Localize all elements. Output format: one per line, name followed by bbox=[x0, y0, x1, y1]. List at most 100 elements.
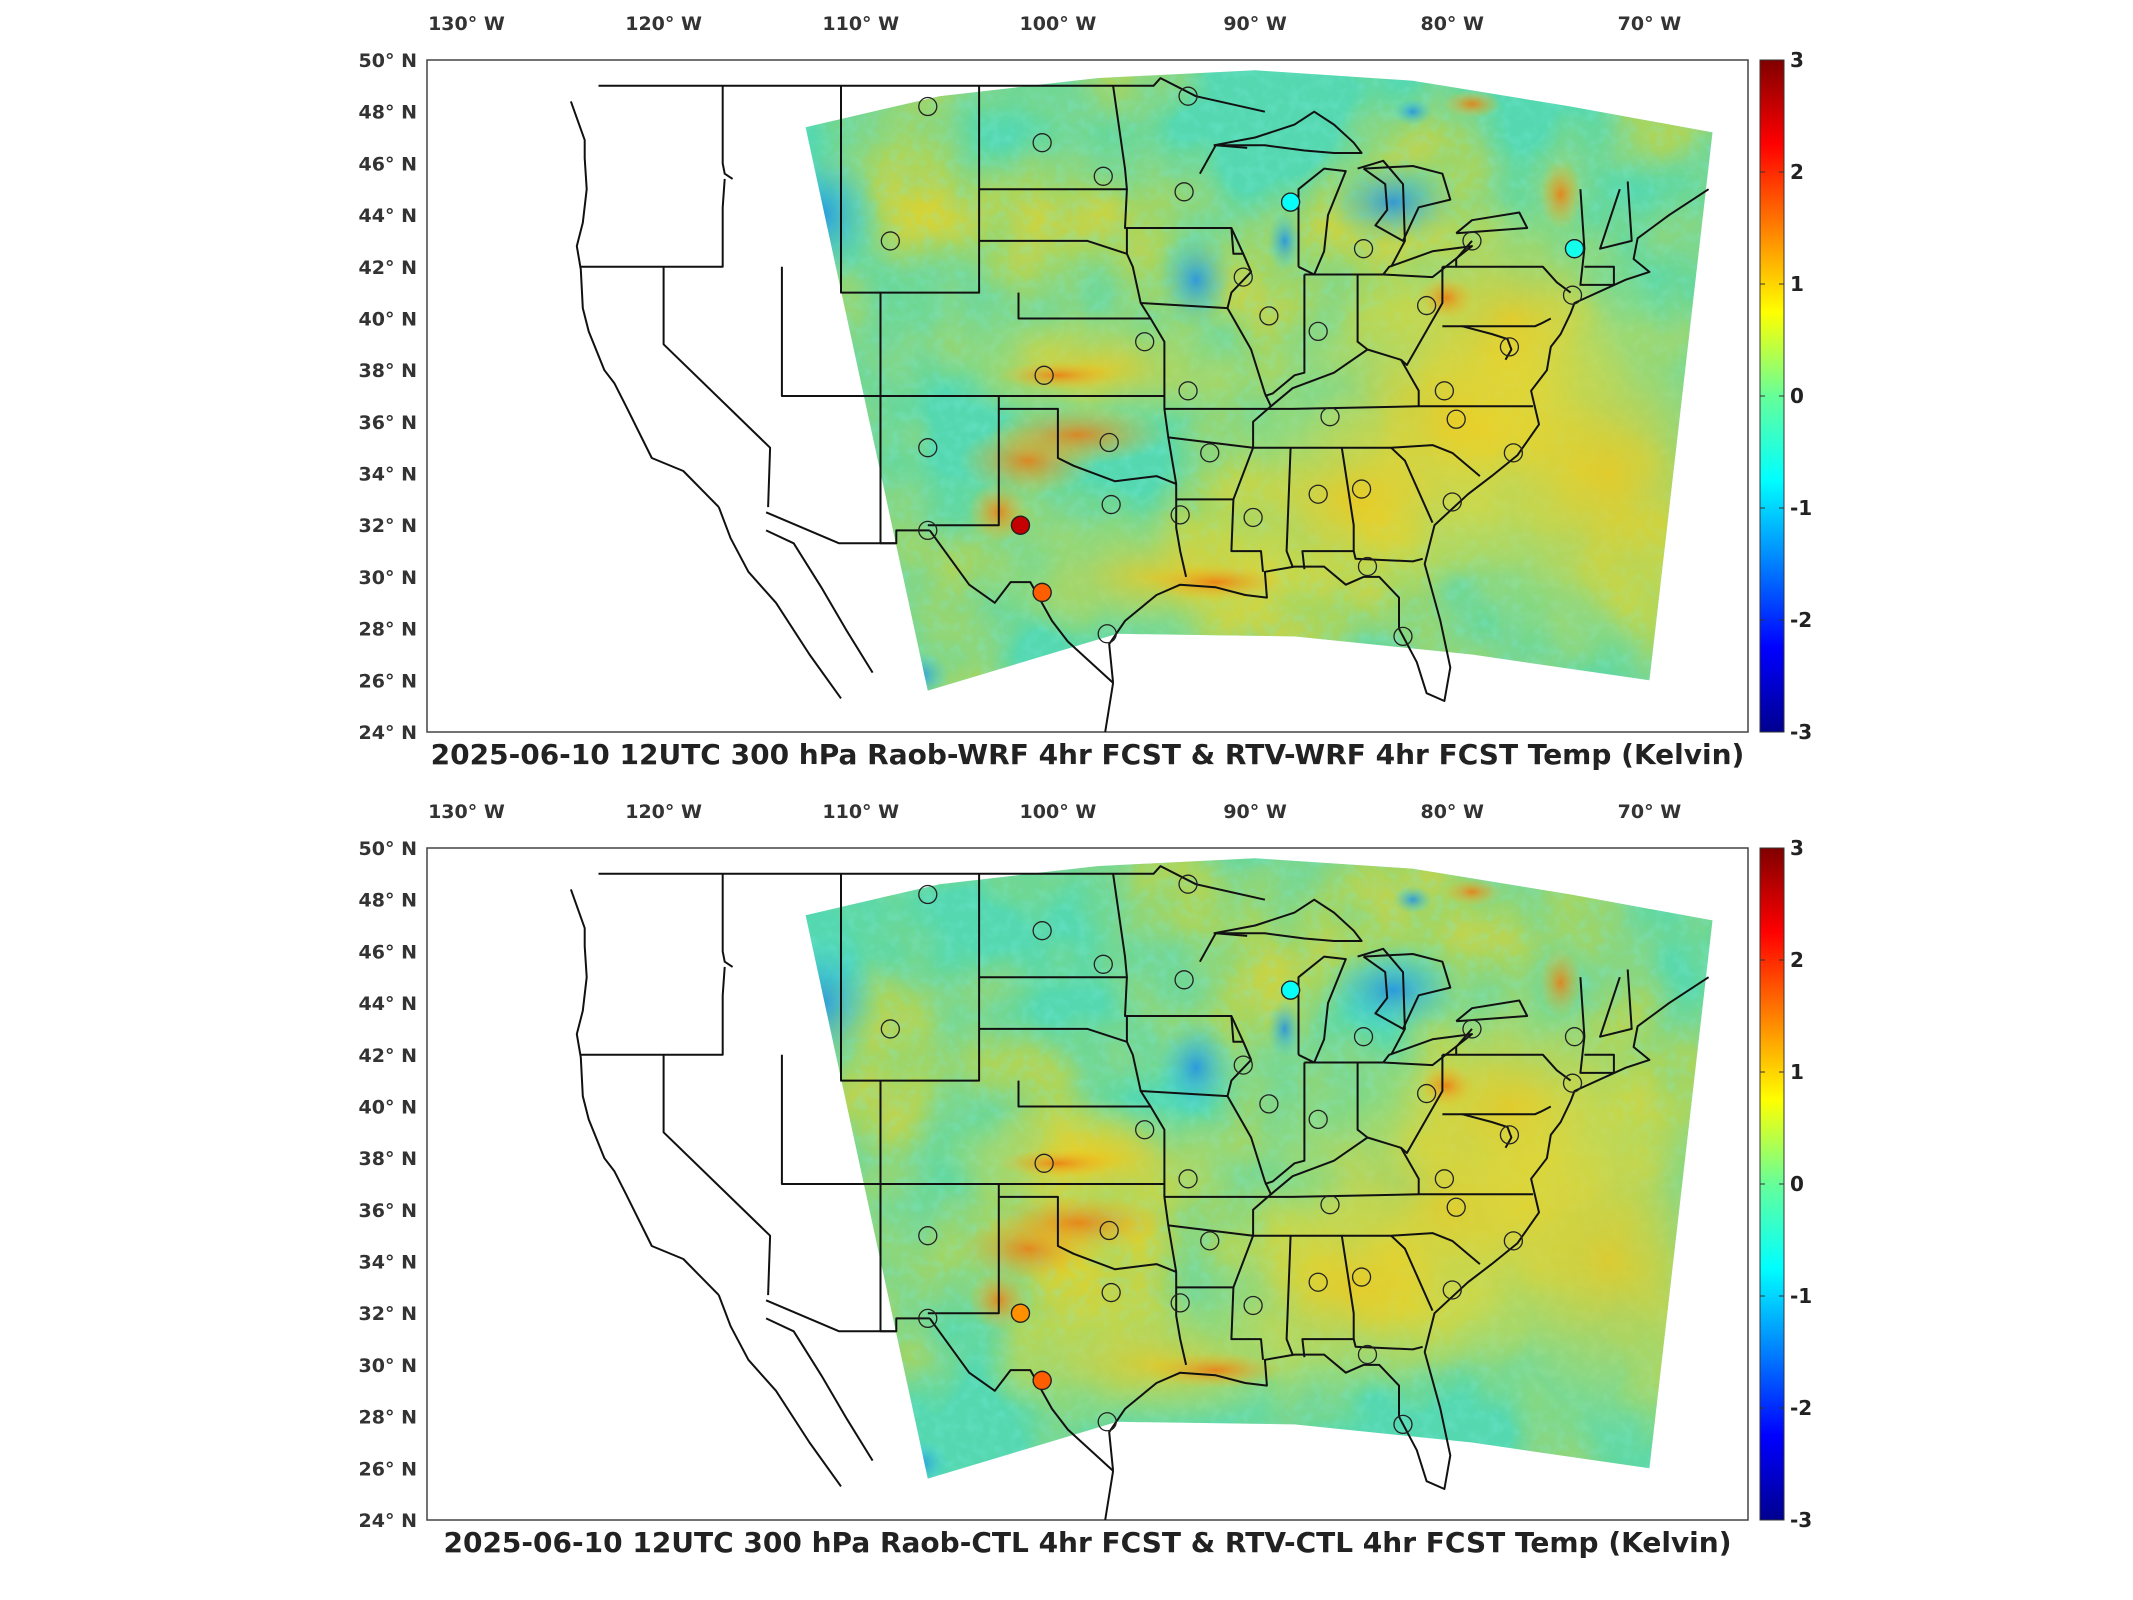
state-border bbox=[1285, 1235, 1294, 1355]
great-lake-outline bbox=[1382, 245, 1473, 279]
state-border bbox=[1357, 947, 1406, 1056]
colorbar-tick-label: -3 bbox=[1790, 1508, 1812, 1532]
state-border bbox=[1599, 969, 1633, 1038]
station-marker bbox=[1178, 86, 1198, 106]
lon-tick-label: 120° W bbox=[625, 801, 702, 823]
station-marker bbox=[1442, 492, 1462, 512]
lon-tick-label: 130° W bbox=[428, 801, 505, 823]
station-marker bbox=[1178, 1169, 1198, 1189]
state-border bbox=[979, 873, 1128, 979]
state-border bbox=[1456, 1053, 1572, 1082]
lat-tick-label: 44° N bbox=[359, 205, 417, 227]
west-coastline bbox=[569, 889, 720, 1296]
state-border bbox=[1168, 436, 1481, 477]
station-marker bbox=[1178, 874, 1198, 894]
colorbar-tick-label: -2 bbox=[1790, 1396, 1812, 1420]
state-border bbox=[1400, 359, 1420, 407]
lon-tick-label: 110° W bbox=[822, 801, 899, 823]
lon-tick-label: 80° W bbox=[1420, 801, 1484, 823]
west-coastline bbox=[569, 101, 720, 508]
state-border bbox=[1461, 325, 1513, 361]
station-marker bbox=[1446, 409, 1466, 429]
lat-tick-label: 34° N bbox=[359, 464, 417, 486]
great-lake-outline bbox=[1213, 898, 1363, 942]
colorbar-tick-label: 0 bbox=[1790, 1172, 1804, 1196]
great-lake-outline bbox=[1362, 953, 1452, 1030]
lon-tick-label: 100° W bbox=[1020, 801, 1097, 823]
colorbar-tick-label: 0 bbox=[1790, 384, 1804, 408]
station-marker bbox=[1093, 166, 1113, 186]
lat-tick-label: 46° N bbox=[359, 153, 417, 175]
state-border bbox=[1164, 405, 1534, 410]
station-value-marker bbox=[1032, 582, 1052, 603]
station-marker bbox=[1357, 1344, 1378, 1365]
state-border bbox=[1264, 274, 1306, 397]
state-border bbox=[1164, 1193, 1534, 1198]
gulf-of-california-coast bbox=[765, 1317, 874, 1462]
station-marker bbox=[1032, 921, 1052, 941]
state-border bbox=[1017, 1080, 1188, 1366]
station-value-marker bbox=[1564, 239, 1585, 259]
station-marker bbox=[1562, 285, 1583, 305]
state-border bbox=[979, 1027, 1152, 1108]
station-marker bbox=[1135, 1120, 1155, 1140]
state-border bbox=[1390, 1234, 1434, 1312]
lat-tick-label: 34° N bbox=[359, 1252, 417, 1274]
lon-tick-label: 90° W bbox=[1223, 13, 1287, 35]
map-panel-2: 130° W 120° W 110° W 100° W 90° W 80° W 70° W 5… bbox=[359, 801, 1813, 1559]
state-border bbox=[1442, 1105, 1552, 1116]
station-marker bbox=[1499, 337, 1520, 357]
station-marker bbox=[1101, 494, 1121, 515]
station-marker bbox=[1308, 321, 1328, 342]
station-marker bbox=[1564, 1027, 1585, 1047]
station-marker bbox=[1243, 507, 1263, 528]
station-marker bbox=[1200, 1231, 1220, 1251]
station-marker bbox=[1259, 306, 1279, 326]
station-marker bbox=[918, 96, 938, 117]
lat-tick-label: 32° N bbox=[359, 515, 417, 537]
map-boundaries bbox=[569, 77, 1710, 733]
colorbar-tick-label: -1 bbox=[1790, 496, 1812, 520]
state-border bbox=[1461, 1113, 1513, 1149]
lat-tick-label: 42° N bbox=[359, 1045, 417, 1067]
station-marker bbox=[1243, 1295, 1263, 1316]
station-marker bbox=[1170, 505, 1190, 525]
state-border bbox=[1226, 1095, 1272, 1360]
state-border bbox=[662, 1054, 772, 1296]
temperature-field bbox=[805, 70, 1713, 691]
station-marker bbox=[1503, 1231, 1524, 1251]
station-marker bbox=[1200, 443, 1220, 463]
station-marker bbox=[1353, 1027, 1374, 1047]
great-lake-outline bbox=[1297, 167, 1347, 276]
canada-border bbox=[598, 865, 1266, 901]
state-border bbox=[1599, 181, 1633, 250]
state-border bbox=[979, 85, 1128, 191]
state-border bbox=[721, 873, 734, 968]
lat-tick-label: 40° N bbox=[359, 308, 417, 330]
station-marker bbox=[880, 231, 900, 251]
lat-tick-label: 30° N bbox=[359, 1355, 417, 1377]
lon-tick-label: 70° W bbox=[1618, 13, 1682, 35]
lat-tick-label: 28° N bbox=[359, 1407, 417, 1429]
station-marker bbox=[1562, 1073, 1583, 1093]
station-marker bbox=[1174, 182, 1194, 202]
mexico-east-coast bbox=[1104, 682, 1115, 733]
lon-tick-label: 80° W bbox=[1420, 13, 1484, 35]
station-marker bbox=[1308, 1109, 1328, 1130]
lat-tick-label: 26° N bbox=[359, 670, 417, 692]
station-marker bbox=[1101, 1282, 1121, 1303]
state-border bbox=[1226, 307, 1272, 572]
lon-tick-label: 70° W bbox=[1618, 801, 1682, 823]
lat-tick-label: 32° N bbox=[359, 1303, 417, 1325]
station-value-marker bbox=[1280, 980, 1301, 1000]
state-border bbox=[927, 1196, 1000, 1315]
station-marker bbox=[1393, 1414, 1413, 1435]
station-value-marker bbox=[1010, 515, 1031, 535]
station-marker bbox=[1434, 1169, 1455, 1189]
lat-tick-label: 44° N bbox=[359, 993, 417, 1015]
map-boundaries bbox=[569, 865, 1710, 1521]
lat-tick-label: 24° N bbox=[359, 1510, 417, 1532]
lat-tick-label: 28° N bbox=[359, 619, 417, 641]
state-border bbox=[1442, 240, 1473, 268]
